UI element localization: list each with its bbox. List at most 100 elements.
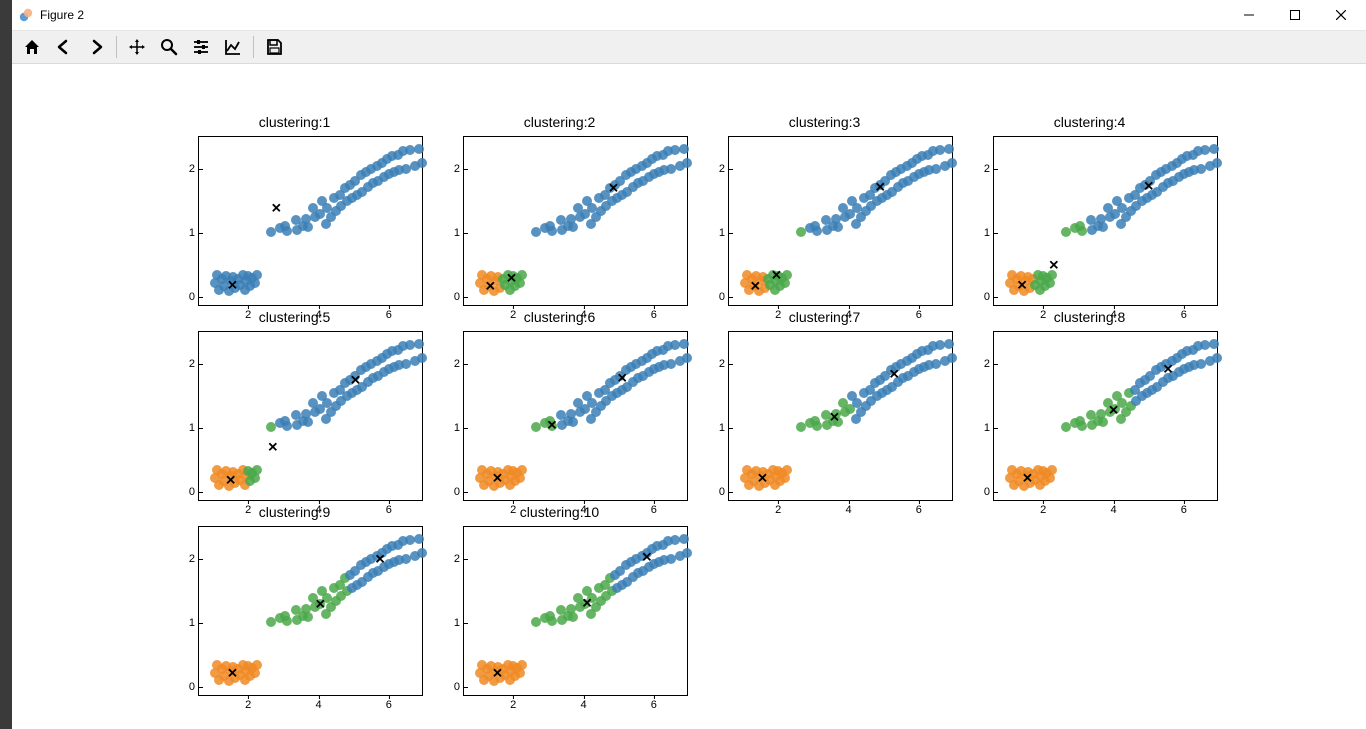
ytick-label: 1 <box>709 422 725 434</box>
background-strip <box>0 0 12 729</box>
subplot: clustering:1012246✕✕ <box>162 114 427 309</box>
ytick-label: 2 <box>444 358 460 370</box>
scatter-point <box>782 270 792 280</box>
centroid-marker: ✕ <box>608 182 619 195</box>
axes: 012246✕✕✕ <box>463 136 688 306</box>
scatter-point <box>679 534 689 544</box>
subplot: clustering:9012246✕✕✕ <box>162 504 427 699</box>
scatter-point <box>414 144 424 154</box>
ytick-label: 1 <box>179 617 195 629</box>
back-icon[interactable] <box>50 33 78 61</box>
subplot-title: clustering:9 <box>162 504 427 520</box>
maximize-button[interactable] <box>1272 0 1318 30</box>
subplot: clustering:3012246✕✕✕ <box>692 114 957 309</box>
scatter-point <box>1075 416 1085 426</box>
subplot-title: clustering:7 <box>692 309 957 325</box>
subplot-title: clustering:4 <box>957 114 1222 130</box>
ytick-label: 2 <box>709 358 725 370</box>
scatter-point <box>833 222 843 232</box>
ytick-label: 1 <box>444 617 460 629</box>
scatter-point <box>944 144 954 154</box>
scatter-point <box>303 612 313 622</box>
toolbar-separator <box>253 36 254 58</box>
xtick-label: 6 <box>916 504 922 516</box>
centroid-marker: ✕ <box>1022 472 1033 485</box>
minimize-button[interactable] <box>1226 0 1272 30</box>
subplot-grid: clustering:1012246✕✕clustering:2012246✕✕… <box>162 114 1222 699</box>
xtick-label: 2 <box>775 504 781 516</box>
ytick-label: 0 <box>444 291 460 303</box>
ytick-label: 1 <box>974 227 990 239</box>
configure-icon[interactable] <box>187 33 215 61</box>
centroid-marker: ✕ <box>485 279 496 292</box>
centroid-marker: ✕ <box>271 201 282 214</box>
scatter-point <box>252 660 262 670</box>
subplot-title: clustering:3 <box>692 114 957 130</box>
scatter-point <box>947 158 957 168</box>
scatter-point <box>682 353 692 363</box>
ytick-label: 2 <box>444 553 460 565</box>
scatter-point <box>517 465 527 475</box>
xtick-label: 6 <box>386 699 392 711</box>
scatter-point <box>252 465 262 475</box>
scatter-point <box>810 221 820 231</box>
scatter-point <box>1209 339 1219 349</box>
ytick-label: 0 <box>179 486 195 498</box>
centroid-marker: ✕ <box>889 367 900 380</box>
ytick-label: 2 <box>974 358 990 370</box>
scatter-point <box>1098 222 1108 232</box>
centroid-marker: ✕ <box>1163 362 1174 375</box>
axes: 012246✕✕✕ <box>728 331 953 501</box>
ytick-label: 1 <box>709 227 725 239</box>
save-icon[interactable] <box>260 33 288 61</box>
scatter-point <box>682 548 692 558</box>
subplot-title: clustering:2 <box>427 114 692 130</box>
subplot-title: clustering:8 <box>957 309 1222 325</box>
scatter-point <box>545 611 555 621</box>
subplot: clustering:8012246✕✕✕ <box>957 309 1222 504</box>
close-button[interactable] <box>1318 0 1364 30</box>
centroid-marker: ✕ <box>1048 259 1059 272</box>
subplot-title: clustering:6 <box>427 309 692 325</box>
scatter-point <box>252 270 262 280</box>
scatter-point <box>568 222 578 232</box>
centroid-marker: ✕ <box>771 268 782 281</box>
ytick-label: 0 <box>179 681 195 693</box>
centroid-marker: ✕ <box>641 551 652 564</box>
scatter-point <box>280 416 290 426</box>
home-icon[interactable] <box>18 33 46 61</box>
centroid-marker: ✕ <box>267 441 278 454</box>
axes: 012246✕✕✕ <box>993 331 1218 501</box>
scatter-point <box>1047 465 1057 475</box>
ytick-label: 1 <box>444 227 460 239</box>
xtick-label: 4 <box>1110 504 1116 516</box>
toolbar <box>12 30 1366 64</box>
centroid-marker: ✕ <box>225 473 236 486</box>
xtick-label: 6 <box>651 699 657 711</box>
figure-window: Figure 2 <box>12 0 1366 729</box>
scatter-point <box>1075 221 1085 231</box>
axes: 012246✕✕✕ <box>463 331 688 501</box>
centroid-marker: ✕ <box>617 372 628 385</box>
ytick-label: 0 <box>709 486 725 498</box>
edit-axes-icon[interactable] <box>219 33 247 61</box>
titlebar: Figure 2 <box>12 0 1366 30</box>
scatter-point <box>1212 353 1222 363</box>
zoom-icon[interactable] <box>155 33 183 61</box>
forward-icon[interactable] <box>82 33 110 61</box>
scatter-point <box>303 417 313 427</box>
scatter-point <box>810 416 820 426</box>
centroid-marker: ✕ <box>875 181 886 194</box>
ytick-label: 1 <box>444 422 460 434</box>
centroid-marker: ✕ <box>506 272 517 285</box>
centroid-marker: ✕ <box>750 279 761 292</box>
scatter-point <box>782 465 792 475</box>
ytick-label: 0 <box>179 291 195 303</box>
centroid-marker: ✕ <box>1108 404 1119 417</box>
centroid-marker: ✕ <box>582 596 593 609</box>
toolbar-separator <box>116 36 117 58</box>
pan-icon[interactable] <box>123 33 151 61</box>
scatter-point <box>679 144 689 154</box>
xtick-label: 4 <box>580 699 586 711</box>
scatter-point <box>414 534 424 544</box>
